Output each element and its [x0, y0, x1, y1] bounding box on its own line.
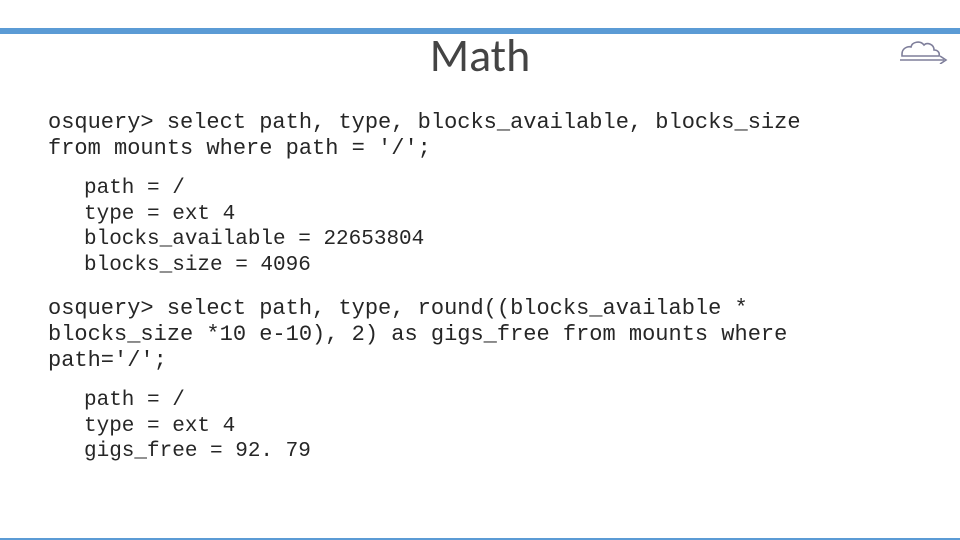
result-line: path = /: [84, 389, 185, 412]
query-line: blocks_size *10 e-10), 2) as gigs_free f…: [48, 322, 912, 374]
result-line: type = ext 4: [84, 203, 235, 226]
result-line: gigs_free = 92. 79: [84, 440, 311, 463]
query-block-1: osquery> select path, type, blocks_avail…: [48, 110, 912, 162]
query-line: from mounts where path = '/';: [48, 136, 912, 162]
query-line: osquery> select path, type, blocks_avail…: [48, 110, 912, 136]
query-line: osquery> select path, type, round((block…: [48, 296, 912, 322]
slide-content: osquery> select path, type, blocks_avail…: [48, 110, 912, 465]
result-line: blocks_available = 22653804: [84, 228, 424, 251]
result-line: path = /: [84, 177, 185, 200]
result-block-2: path = / type = ext 4 gigs_free = 92. 79: [84, 388, 912, 465]
cloud-arrow-icon: [896, 36, 950, 69]
top-accent-bar: [0, 28, 960, 34]
slide-title: Math: [0, 28, 960, 84]
result-line: type = ext 4: [84, 415, 235, 438]
query-block-2: osquery> select path, type, round((block…: [48, 296, 912, 374]
result-line: blocks_size = 4096: [84, 254, 311, 277]
result-block-1: path = / type = ext 4 blocks_available =…: [84, 176, 912, 278]
